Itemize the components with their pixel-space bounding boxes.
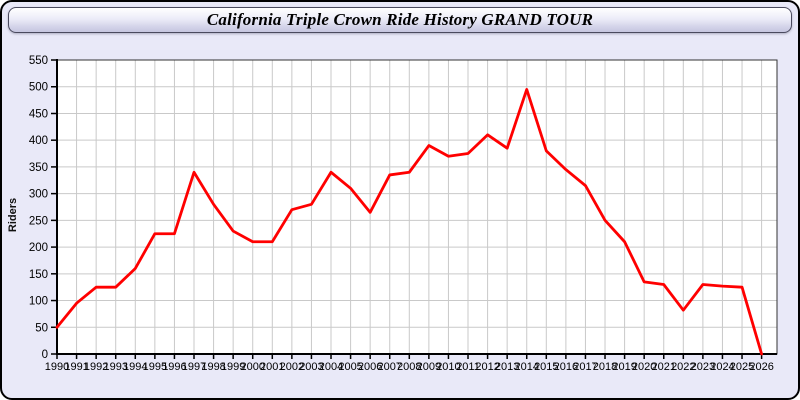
svg-text:1990: 1990 xyxy=(45,361,69,373)
svg-text:1993: 1993 xyxy=(103,361,127,373)
svg-text:2009: 2009 xyxy=(417,361,441,373)
svg-text:2012: 2012 xyxy=(475,361,499,373)
svg-text:2022: 2022 xyxy=(671,361,695,373)
svg-text:550: 550 xyxy=(29,55,48,67)
svg-text:2008: 2008 xyxy=(397,361,421,373)
svg-text:1998: 1998 xyxy=(201,361,225,373)
svg-text:2021: 2021 xyxy=(651,361,675,373)
svg-text:2006: 2006 xyxy=(358,361,382,373)
x-axis-ticks: 1990199119921993199419951996199719981999… xyxy=(45,354,774,373)
svg-text:2003: 2003 xyxy=(299,361,323,373)
grid-lines xyxy=(57,60,777,354)
svg-text:2005: 2005 xyxy=(338,361,362,373)
svg-text:2018: 2018 xyxy=(593,361,617,373)
svg-text:1997: 1997 xyxy=(182,361,206,373)
svg-text:250: 250 xyxy=(29,215,48,227)
svg-text:2004: 2004 xyxy=(319,361,343,373)
svg-text:500: 500 xyxy=(29,82,48,94)
svg-text:0: 0 xyxy=(42,349,48,361)
svg-text:2023: 2023 xyxy=(691,361,715,373)
riders-data-line xyxy=(55,88,763,356)
svg-text:1992: 1992 xyxy=(84,361,108,373)
svg-text:2002: 2002 xyxy=(280,361,304,373)
svg-text:350: 350 xyxy=(29,162,48,174)
plot-area xyxy=(57,60,777,354)
y-axis-ticks: 0 50 100 150 200 250 300 350 400 450 500 550 xyxy=(29,55,57,361)
svg-text:1994: 1994 xyxy=(123,361,147,373)
svg-text:2015: 2015 xyxy=(534,361,558,373)
svg-text:300: 300 xyxy=(29,189,48,201)
chart-container: Riders 0 50 100 150 200 250 300 350 400 450 500 550… xyxy=(2,33,798,398)
svg-text:2010: 2010 xyxy=(436,361,460,373)
svg-text:100: 100 xyxy=(29,296,48,308)
axes xyxy=(56,59,777,355)
svg-text:50: 50 xyxy=(35,322,48,334)
svg-text:450: 450 xyxy=(29,108,48,120)
svg-text:2007: 2007 xyxy=(377,361,401,373)
svg-text:2011: 2011 xyxy=(456,361,480,373)
line-chart: 0501001502002503003504004505005501990199… xyxy=(29,55,778,373)
svg-text:2020: 2020 xyxy=(632,361,656,373)
svg-text:2001: 2001 xyxy=(260,361,284,373)
svg-text:1996: 1996 xyxy=(162,361,186,373)
svg-text:1999: 1999 xyxy=(221,361,245,373)
svg-text:2014: 2014 xyxy=(514,361,538,373)
page-title: California Triple Crown Ride History GRA… xyxy=(206,10,594,29)
svg-text:2025: 2025 xyxy=(730,361,754,373)
svg-text:2024: 2024 xyxy=(710,361,734,373)
svg-text:1995: 1995 xyxy=(143,361,167,373)
svg-text:2013: 2013 xyxy=(495,361,519,373)
svg-text:2026: 2026 xyxy=(749,361,773,373)
y-axis-title: Riders xyxy=(7,197,19,233)
svg-text:2016: 2016 xyxy=(554,361,578,373)
svg-text:150: 150 xyxy=(29,269,48,281)
svg-text:2000: 2000 xyxy=(240,361,264,373)
svg-text:400: 400 xyxy=(29,135,48,147)
title-bar: California Triple Crown Ride History GRA… xyxy=(8,7,792,33)
svg-text:200: 200 xyxy=(29,242,48,254)
svg-text:2017: 2017 xyxy=(573,361,597,373)
svg-text:1991: 1991 xyxy=(64,361,88,373)
svg-text:2019: 2019 xyxy=(612,361,636,373)
